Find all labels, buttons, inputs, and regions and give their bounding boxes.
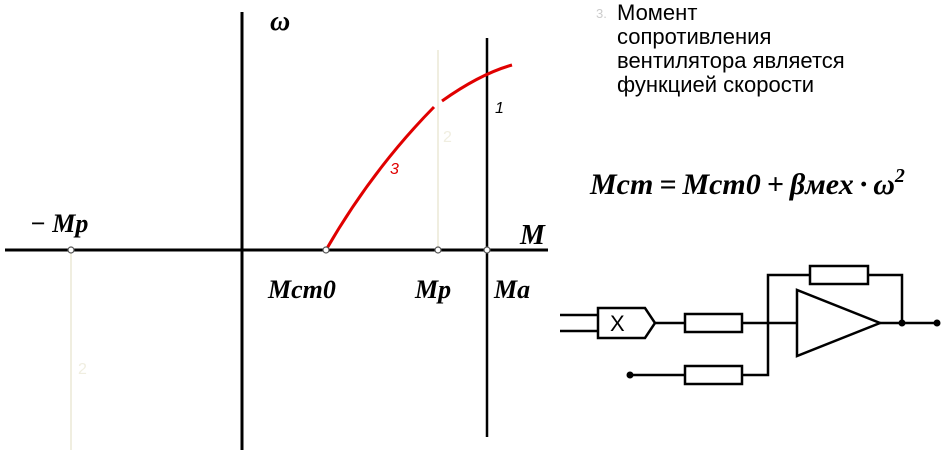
resistor xyxy=(683,312,744,334)
formula-part: Mст0 xyxy=(681,168,760,201)
node xyxy=(626,371,634,379)
axes xyxy=(5,12,548,450)
formula-part: βмех xyxy=(789,168,854,201)
point xyxy=(483,246,491,254)
node xyxy=(898,319,906,327)
text-line: сопротивления xyxy=(617,24,771,49)
formula-part: 2 xyxy=(894,165,905,187)
wire xyxy=(868,273,904,323)
curve-label: 1 xyxy=(495,100,504,117)
curve-3 xyxy=(441,63,513,103)
faint-label: 2 xyxy=(78,361,87,378)
curve-label: 2 xyxy=(443,129,452,146)
formula-part: = xyxy=(659,168,676,201)
text-line: функцией скорости xyxy=(617,72,814,97)
op-amp xyxy=(795,288,884,358)
points xyxy=(67,246,491,254)
point xyxy=(322,246,330,254)
formula-part: · xyxy=(860,168,868,201)
mp-label: Mр xyxy=(414,275,451,304)
wire xyxy=(766,273,810,323)
formula: Mст = Mст0 + βмех · ω2 xyxy=(589,165,905,201)
point xyxy=(434,246,442,254)
description: Момент сопротивления вентилятора являетс… xyxy=(617,0,845,97)
curve-label: 3 xyxy=(390,161,399,178)
text-line: Момент xyxy=(617,0,697,25)
multiplier-block xyxy=(596,306,657,340)
x-axis-label: M xyxy=(519,220,546,251)
resistor xyxy=(808,264,870,286)
neg-mp-label: − Mр xyxy=(30,209,88,238)
node xyxy=(933,319,941,327)
formula-part: Mст xyxy=(589,168,653,201)
point xyxy=(67,246,75,254)
wire xyxy=(742,323,770,377)
list-number: 3. xyxy=(596,6,607,21)
mst0-label: Mст0 xyxy=(267,275,336,304)
formula-part: ω xyxy=(873,168,895,201)
formula-part: + xyxy=(767,168,784,201)
text-line: вентилятора является xyxy=(617,48,845,73)
y-axis-label: ω xyxy=(270,6,290,37)
ma-label: Mа xyxy=(493,275,530,304)
nodes xyxy=(626,319,941,379)
resistor xyxy=(683,364,744,386)
curve-3 xyxy=(324,105,436,251)
circuit xyxy=(560,264,937,386)
multiplier-label: X xyxy=(610,311,625,336)
